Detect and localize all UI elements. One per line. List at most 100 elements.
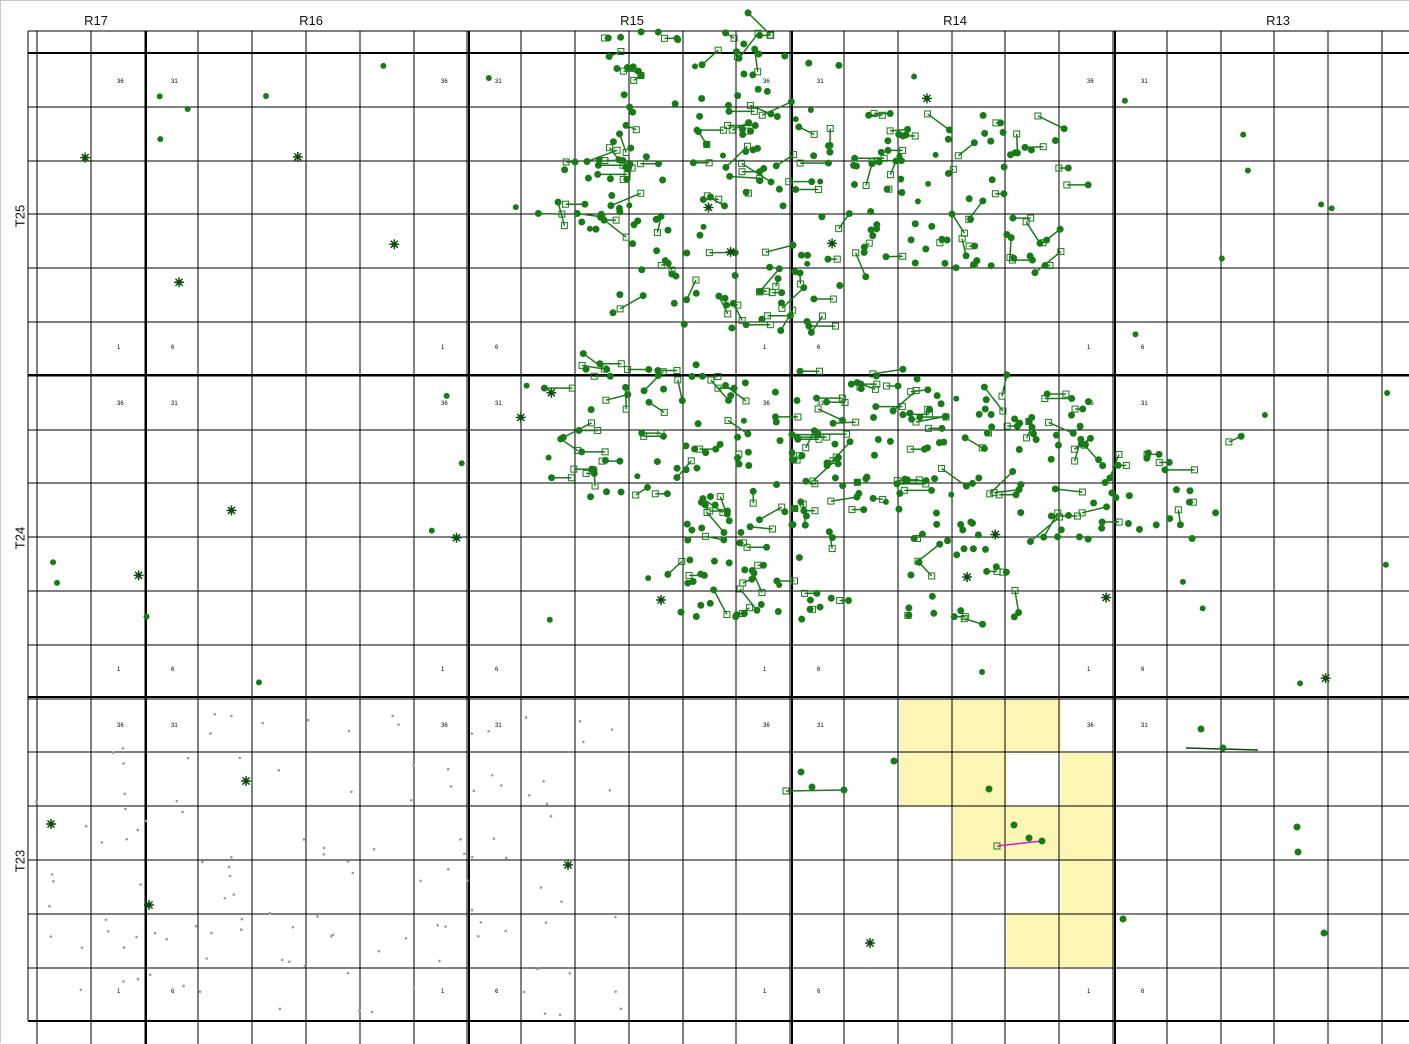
green-dot-icon[interactable] bbox=[616, 205, 623, 212]
green-dot-icon[interactable] bbox=[1027, 538, 1034, 545]
green-dot-icon[interactable] bbox=[851, 155, 858, 162]
green-dot-icon[interactable] bbox=[1262, 412, 1268, 418]
grey-dot-icon[interactable] bbox=[525, 716, 528, 719]
green-dot-icon[interactable] bbox=[722, 164, 729, 171]
green-dot-icon[interactable] bbox=[813, 395, 820, 402]
green-dot-icon[interactable] bbox=[1090, 500, 1097, 507]
green-dot-icon[interactable] bbox=[926, 406, 933, 413]
green-dot-icon[interactable] bbox=[594, 171, 601, 178]
green-dot-icon[interactable] bbox=[884, 137, 891, 144]
green-dot-icon[interactable] bbox=[748, 576, 755, 583]
green-dot-icon[interactable] bbox=[1136, 526, 1143, 533]
green-dot-icon[interactable] bbox=[607, 373, 614, 380]
green-dot-icon[interactable] bbox=[1070, 430, 1077, 437]
green-dot-icon[interactable] bbox=[795, 123, 802, 130]
green-dot-icon[interactable] bbox=[662, 257, 669, 264]
green-dot-icon[interactable] bbox=[867, 208, 874, 215]
grey-dot-icon[interactable] bbox=[52, 880, 55, 883]
green-dot-icon[interactable] bbox=[743, 321, 750, 328]
green-dot-icon[interactable] bbox=[777, 437, 784, 444]
green-dot-icon[interactable] bbox=[1173, 486, 1180, 493]
green-dot-icon[interactable] bbox=[953, 264, 960, 271]
green-dot-icon[interactable] bbox=[798, 616, 805, 623]
green-dot-icon[interactable] bbox=[1043, 237, 1050, 244]
green-dot-icon[interactable] bbox=[938, 400, 945, 407]
green-dot-icon[interactable] bbox=[1384, 390, 1390, 396]
green-dot-icon[interactable] bbox=[1048, 513, 1055, 520]
green-dot-icon[interactable] bbox=[587, 226, 593, 232]
green-dot-icon[interactable] bbox=[982, 405, 989, 412]
grey-dot-icon[interactable] bbox=[473, 790, 476, 793]
green-dot-icon[interactable] bbox=[846, 210, 853, 217]
green-dot-icon[interactable] bbox=[1321, 930, 1328, 937]
green-dot-icon[interactable] bbox=[1166, 459, 1173, 466]
green-dot-icon[interactable] bbox=[933, 152, 939, 158]
green-dot-icon[interactable] bbox=[747, 128, 754, 135]
grey-dot-icon[interactable] bbox=[123, 946, 126, 949]
grey-dot-icon[interactable] bbox=[107, 930, 110, 933]
green-dot-icon[interactable] bbox=[798, 252, 805, 259]
green-dot-icon[interactable] bbox=[585, 175, 592, 182]
green-dot-icon[interactable] bbox=[699, 61, 706, 68]
green-dot-icon[interactable] bbox=[1057, 226, 1064, 233]
green-dot-icon[interactable] bbox=[555, 199, 562, 206]
green-dot-icon[interactable] bbox=[841, 787, 848, 794]
green-dot-icon[interactable] bbox=[981, 130, 988, 137]
green-dot-icon[interactable] bbox=[1198, 726, 1205, 733]
green-dot-icon[interactable] bbox=[622, 122, 629, 129]
green-dot-icon[interactable] bbox=[717, 441, 724, 448]
green-dot-icon[interactable] bbox=[598, 211, 605, 218]
green-dot-icon[interactable] bbox=[638, 28, 645, 35]
green-dot-icon[interactable] bbox=[953, 396, 959, 402]
green-dot-icon[interactable] bbox=[640, 292, 647, 299]
green-dot-icon[interactable] bbox=[981, 384, 988, 391]
grey-dot-icon[interactable] bbox=[405, 937, 408, 940]
green-dot-icon[interactable] bbox=[905, 612, 912, 619]
green-dot-icon[interactable] bbox=[836, 282, 843, 289]
green-dot-icon[interactable] bbox=[911, 535, 918, 542]
green-dot-icon[interactable] bbox=[684, 537, 691, 544]
green-dot-icon[interactable] bbox=[1003, 569, 1010, 576]
green-dot-icon[interactable] bbox=[643, 153, 650, 160]
grey-dot-icon[interactable] bbox=[149, 973, 152, 976]
green-dot-icon[interactable] bbox=[941, 260, 948, 267]
green-dot-icon[interactable] bbox=[823, 399, 830, 406]
green-dot-icon[interactable] bbox=[870, 495, 877, 502]
green-dot-icon[interactable] bbox=[940, 439, 947, 446]
green-dot-icon[interactable] bbox=[969, 480, 976, 487]
green-dot-icon[interactable] bbox=[896, 153, 902, 159]
green-dot-icon[interactable] bbox=[1021, 144, 1028, 151]
green-dot-icon[interactable] bbox=[826, 149, 833, 156]
green-star-icon[interactable] bbox=[244, 779, 249, 784]
green-dot-icon[interactable] bbox=[715, 293, 722, 300]
green-dot-icon[interactable] bbox=[623, 164, 630, 171]
green-dot-icon[interactable] bbox=[664, 227, 671, 234]
green-dot-icon[interactable] bbox=[734, 434, 741, 441]
green-dot-icon[interactable] bbox=[808, 107, 814, 113]
grey-dot-icon[interactable] bbox=[228, 866, 231, 869]
green-dot-icon[interactable] bbox=[591, 470, 598, 477]
grey-dot-icon[interactable] bbox=[240, 928, 243, 931]
green-dot-icon[interactable] bbox=[700, 196, 707, 203]
green-dot-icon[interactable] bbox=[1161, 466, 1168, 473]
green-dot-icon[interactable] bbox=[1031, 269, 1038, 276]
green-dot-icon[interactable] bbox=[622, 384, 629, 391]
green-dot-icon[interactable] bbox=[861, 249, 868, 256]
green-dot-icon[interactable] bbox=[908, 416, 915, 423]
grey-dot-icon[interactable] bbox=[269, 912, 272, 915]
green-dot-icon[interactable] bbox=[804, 261, 810, 267]
green-dot-icon[interactable] bbox=[1186, 499, 1193, 506]
green-dot-icon[interactable] bbox=[868, 226, 875, 233]
grey-dot-icon[interactable] bbox=[450, 785, 453, 788]
green-dot-icon[interactable] bbox=[826, 528, 833, 535]
green-dot-icon[interactable] bbox=[698, 525, 705, 532]
green-dot-icon[interactable] bbox=[817, 604, 824, 611]
grey-dot-icon[interactable] bbox=[175, 800, 178, 803]
green-dot-icon[interactable] bbox=[934, 392, 941, 399]
green-dot-icon[interactable] bbox=[731, 385, 738, 392]
green-dot-icon[interactable] bbox=[798, 452, 805, 459]
green-dot-icon[interactable] bbox=[660, 386, 667, 393]
green-dot-icon[interactable] bbox=[895, 506, 902, 513]
green-dot-icon[interactable] bbox=[967, 216, 974, 223]
green-dot-icon[interactable] bbox=[778, 299, 785, 306]
